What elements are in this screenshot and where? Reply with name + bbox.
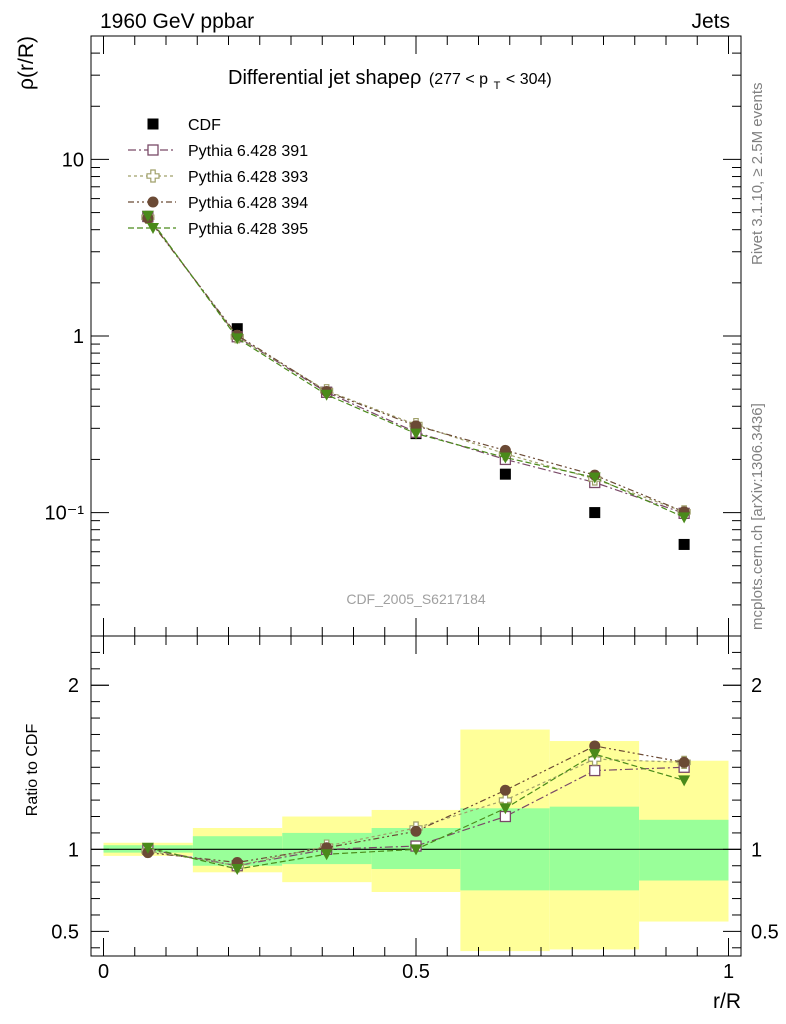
main-series-line-4 bbox=[147, 215, 685, 518]
legend-label-3: Pythia 6.428 394 bbox=[188, 195, 308, 212]
legend-entry-2: Pythia 6.428 393 bbox=[128, 169, 308, 186]
ratio-point-s4-3 bbox=[410, 844, 422, 856]
ratio-point-s4-2 bbox=[320, 849, 333, 861]
main-point-s4-5 bbox=[588, 472, 601, 484]
main-point-s3-3 bbox=[410, 420, 422, 432]
ratio-ytick-label-right-2: 0.5 bbox=[751, 921, 779, 943]
ratio-point-s4-5 bbox=[588, 749, 601, 761]
legend-label-1: Pythia 6.428 391 bbox=[188, 143, 308, 160]
side-rivet: Rivet 3.1.10, ≥ 2.5M events bbox=[749, 83, 766, 266]
main-series-line-3 bbox=[147, 217, 685, 513]
ratio-ytick-label-right-0: 2 bbox=[751, 675, 762, 697]
ratio-xtick-label-2: 1 bbox=[723, 961, 734, 983]
legend-entry-0: CDF bbox=[147, 117, 221, 134]
main-ytick-label-1: 1 bbox=[73, 326, 84, 348]
main-point-s4-4 bbox=[499, 452, 512, 464]
main-point-s0-1 bbox=[231, 323, 243, 335]
ratio-xtick-label-0: 0 bbox=[98, 961, 109, 983]
ratio-xlabel: r/R bbox=[713, 990, 741, 1013]
ratio-stat-band-6 bbox=[639, 819, 729, 881]
ratio-point-s3-6 bbox=[678, 756, 690, 768]
main-point-s4-2 bbox=[320, 389, 333, 401]
ratio-point-s3-3 bbox=[410, 825, 422, 837]
legend-entry-3: Pythia 6.428 394 bbox=[128, 195, 308, 212]
ratio-ytick-label-0: 2 bbox=[68, 675, 79, 697]
legend: CDF Pythia 6.428 391 Pythia 6.428 393 Pythi… bbox=[128, 117, 308, 238]
side-mcplots: mcplots.cern.ch [arXiv:1306.3436] bbox=[749, 403, 766, 630]
legend-label-4: Pythia 6.428 395 bbox=[188, 221, 308, 238]
main-panel: 10 1 10⁻¹ ρ(r/R) Differential jet shapeρ (… bbox=[15, 35, 742, 637]
ratio-point-s3-5 bbox=[589, 740, 601, 752]
main-point-s4-1 bbox=[231, 333, 244, 345]
analysis-id: CDF_2005_S6217184 bbox=[346, 591, 486, 607]
ratio-point-s3-4 bbox=[499, 784, 511, 796]
ratio-ytick-label-1: 1 bbox=[68, 839, 79, 861]
header-right: Jets bbox=[691, 10, 730, 33]
main-point-s0-4 bbox=[499, 468, 511, 480]
main-series-line-2 bbox=[147, 216, 685, 513]
main-title: Differential jet shapeρ (277 < p T < 304… bbox=[228, 67, 552, 94]
main-ylabel: ρ(r/R) bbox=[15, 36, 38, 90]
svg-text:Differential jet shapeρ: Differential jet shapeρ (277 < p T < 304… bbox=[228, 67, 552, 94]
main-point-s4-3 bbox=[410, 428, 422, 440]
main-point-s4-6 bbox=[678, 512, 691, 524]
legend-marker-4 bbox=[147, 223, 159, 234]
legend-label-0: CDF bbox=[188, 117, 221, 134]
main-ytick-label-2: 10⁻¹ bbox=[45, 503, 85, 525]
legend-label-2: Pythia 6.428 393 bbox=[188, 169, 308, 186]
main-point-s4-0 bbox=[141, 210, 154, 222]
legend-marker-0 bbox=[147, 118, 159, 130]
header-left: 1960 GeV ppbar bbox=[100, 10, 254, 33]
legend-entry-4: Pythia 6.428 395 bbox=[128, 221, 308, 238]
legend-marker-2 bbox=[146, 169, 160, 183]
main-title-range-post: < 304) bbox=[506, 71, 552, 88]
main-title-text: Differential jet shapeρ bbox=[228, 67, 421, 89]
main-point-s0-5 bbox=[589, 507, 601, 519]
main-series-line-1 bbox=[147, 216, 685, 514]
ratio-ytick-label-2: 0.5 bbox=[51, 921, 79, 943]
ratio-xtick-label-1: 0.5 bbox=[402, 961, 430, 983]
ratio-point-s4-6 bbox=[678, 775, 691, 787]
legend-entry-1: Pythia 6.428 391 bbox=[128, 143, 308, 160]
legend-marker-1 bbox=[147, 144, 159, 156]
ratio-point-s4-0 bbox=[141, 842, 154, 854]
ratio-stat-band-5 bbox=[549, 806, 640, 891]
legend-marker-3 bbox=[147, 196, 159, 208]
ratio-panel: 2 2 1 1 0.5 0.5 0 0.5 1 Ratio to CDF r/R bbox=[24, 635, 779, 1013]
main-ytick-label-0: 10 bbox=[62, 149, 84, 171]
main-title-range: (277 < p bbox=[429, 71, 488, 88]
ratio-point-s4-4 bbox=[499, 803, 512, 815]
main-title-range-sub: T bbox=[494, 80, 501, 92]
ratio-point-s1-5 bbox=[589, 764, 601, 777]
ratio-ylabel: Ratio to CDF bbox=[24, 724, 41, 817]
ratio-ytick-label-right-1: 1 bbox=[751, 839, 762, 861]
ratio-point-s4-1 bbox=[231, 864, 244, 876]
main-point-s0-6 bbox=[678, 538, 690, 550]
